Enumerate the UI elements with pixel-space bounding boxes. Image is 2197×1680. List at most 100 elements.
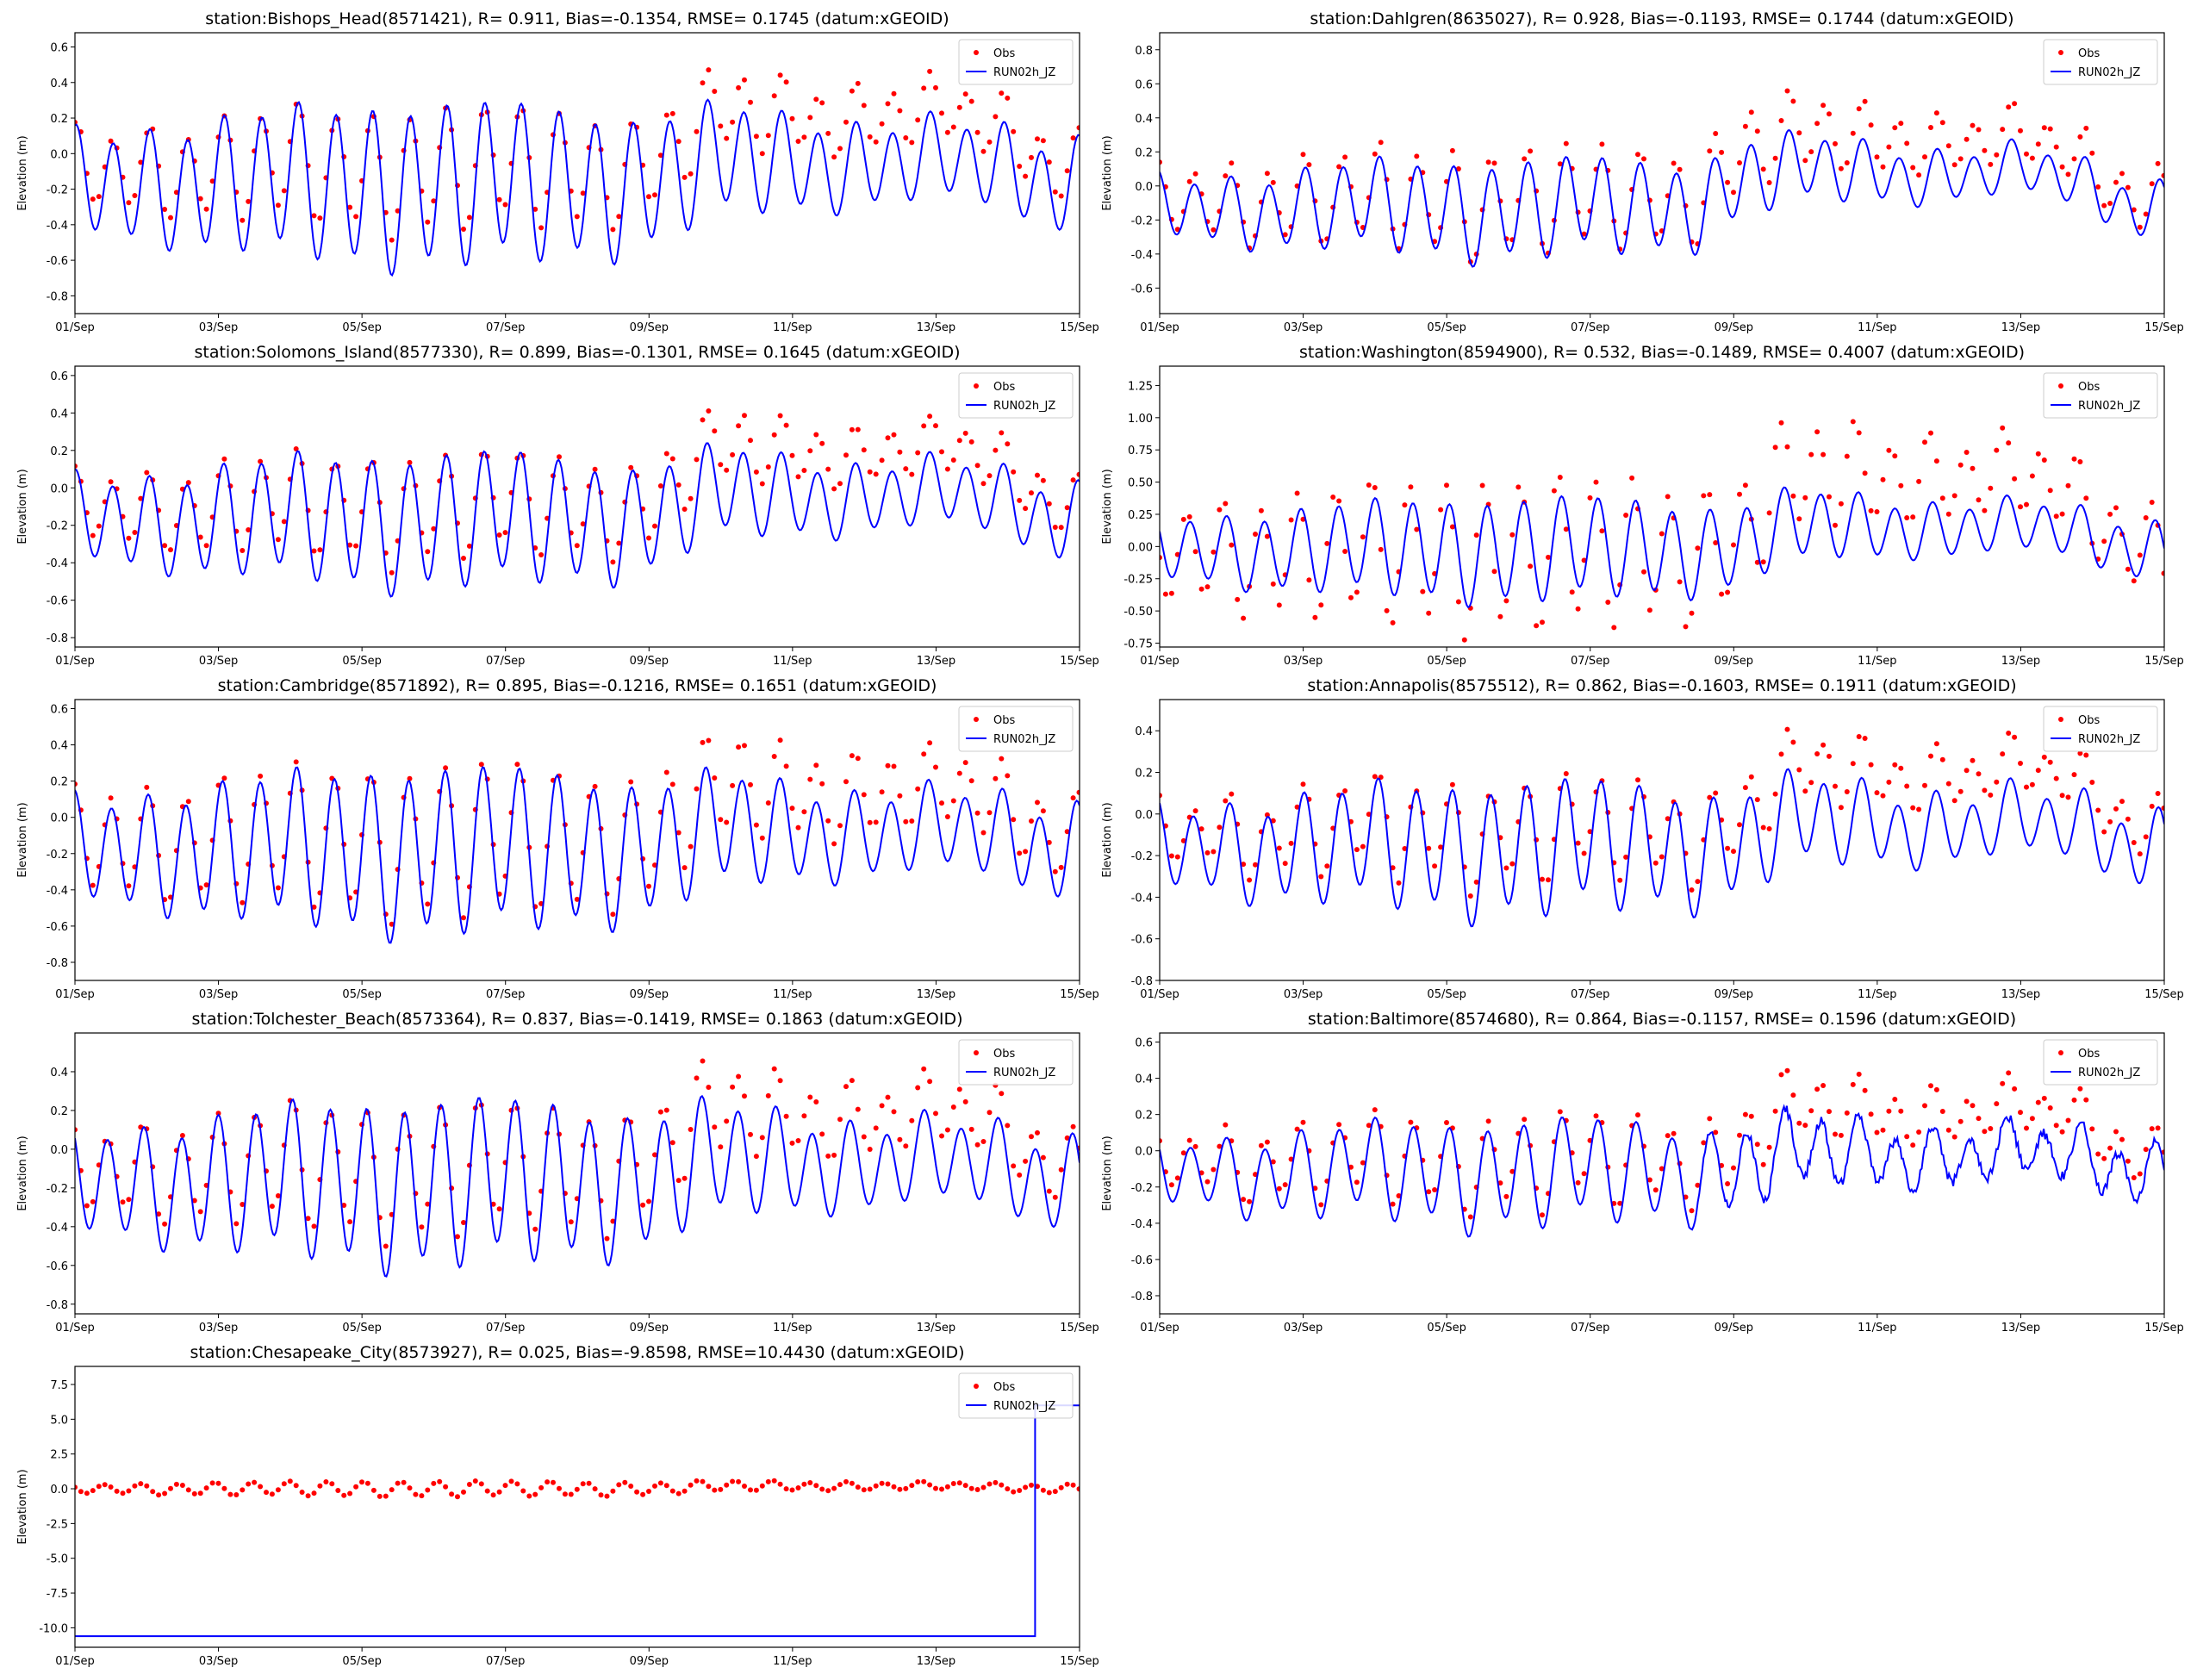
plot-area xyxy=(1160,88,2164,268)
obs-point xyxy=(759,151,765,157)
obs-point xyxy=(765,1478,771,1484)
obs-point xyxy=(1904,515,1910,520)
obs-point xyxy=(1235,596,1241,602)
obs-point xyxy=(795,139,801,144)
obs-point xyxy=(96,194,102,200)
obs-point xyxy=(652,192,657,198)
obs-point xyxy=(748,438,753,444)
legend-model-label: RUN02h_JZ xyxy=(993,400,1055,413)
obs-point xyxy=(1011,469,1017,475)
obs-point xyxy=(2012,1086,2018,1092)
obs-point xyxy=(783,1113,789,1119)
y-tick-label: 0.4 xyxy=(50,740,68,753)
obs-point xyxy=(2131,578,2137,584)
obs-point xyxy=(753,134,759,140)
obs-point xyxy=(1522,156,1528,162)
obs-point xyxy=(1253,862,1258,868)
obs-point xyxy=(1635,152,1640,158)
obs-point xyxy=(1318,602,1324,608)
obs-point xyxy=(748,1487,753,1493)
obs-point xyxy=(1778,420,1784,426)
obs-point xyxy=(1186,1137,1192,1143)
obs-point xyxy=(1064,1135,1070,1141)
obs-point xyxy=(240,899,246,905)
x-tick-label: 13/Sep xyxy=(2001,1322,2040,1335)
y-tick-label: -0.2 xyxy=(1131,1182,1153,1195)
obs-point xyxy=(2024,784,2029,790)
obs-point xyxy=(173,1481,179,1487)
obs-point xyxy=(1005,95,1011,101)
obs-point xyxy=(1342,788,1348,793)
x-tick-label: 03/Sep xyxy=(199,1322,238,1335)
obs-point xyxy=(508,1478,514,1484)
obs-point xyxy=(1180,1150,1186,1156)
obs-point xyxy=(1939,1109,1945,1114)
obs-point xyxy=(377,1493,383,1499)
obs-point xyxy=(574,543,580,549)
obs-point xyxy=(861,1134,867,1140)
subplot-8: station:Baltimore(8574680), R= 0.864, Bi… xyxy=(1101,1010,2184,1335)
obs-point xyxy=(903,135,909,140)
obs-point xyxy=(1192,171,1198,177)
legend-obs-marker xyxy=(974,50,979,55)
obs-point xyxy=(209,1480,215,1486)
obs-point xyxy=(1058,525,1064,531)
obs-point xyxy=(742,413,747,419)
obs-point xyxy=(144,470,150,476)
obs-point xyxy=(831,154,837,160)
x-tick-label: 03/Sep xyxy=(199,321,238,334)
obs-point xyxy=(496,1206,502,1212)
obs-point xyxy=(1623,513,1629,518)
obs-point xyxy=(1223,501,1229,507)
obs-point xyxy=(1449,524,1455,530)
obs-point xyxy=(861,103,867,109)
obs-point xyxy=(657,152,663,159)
obs-point xyxy=(2113,1129,2119,1135)
obs-point xyxy=(1384,607,1390,613)
obs-point xyxy=(1833,1131,1838,1137)
subplot-4: station:Washington(8594900), R= 0.532, B… xyxy=(1101,343,2184,668)
obs-point xyxy=(2161,806,2164,811)
obs-point xyxy=(1390,865,1396,871)
obs-point xyxy=(407,1485,413,1491)
obs-point xyxy=(1988,485,1994,491)
obs-point xyxy=(825,818,831,824)
obs-point xyxy=(1856,106,1862,112)
obs-point xyxy=(1790,98,1796,104)
obs-point xyxy=(203,543,209,549)
obs-point xyxy=(2065,482,2071,488)
obs-point xyxy=(2053,513,2059,520)
obs-point xyxy=(574,1486,580,1492)
obs-point xyxy=(1951,162,1957,168)
obs-point xyxy=(557,1485,562,1491)
obs-point xyxy=(1223,798,1229,804)
obs-point xyxy=(2041,754,2047,760)
obs-point xyxy=(682,1175,688,1181)
legend: Obs RUN02h_JZ xyxy=(958,706,1074,752)
obs-point xyxy=(1300,781,1306,787)
x-tick-label: 09/Sep xyxy=(630,988,669,1001)
x-tick-label: 07/Sep xyxy=(486,1322,525,1335)
obs-point xyxy=(1910,514,1916,520)
obs-point xyxy=(197,534,203,540)
obs-point xyxy=(580,521,586,527)
legend-model-label: RUN02h_JZ xyxy=(993,733,1055,746)
obs-point xyxy=(1910,165,1916,171)
obs-point xyxy=(1659,854,1665,860)
y-tick-label: -0.2 xyxy=(47,1183,68,1196)
obs-point xyxy=(1982,507,1988,513)
obs-point xyxy=(1011,128,1017,134)
obs-point xyxy=(1988,161,1994,167)
subplot-title: station:Chesapeake_City(8573927), R= 0.0… xyxy=(190,1343,964,1362)
obs-point xyxy=(419,1224,425,1230)
obs-point xyxy=(610,1488,616,1494)
obs-point xyxy=(1473,879,1479,885)
obs-point xyxy=(1461,637,1467,643)
obs-point xyxy=(759,1483,765,1489)
legend-obs-label: Obs xyxy=(993,381,1015,394)
obs-point xyxy=(90,532,96,538)
x-tick-label: 03/Sep xyxy=(199,988,238,1001)
obs-point xyxy=(1833,140,1838,146)
obs-point xyxy=(986,139,993,145)
obs-point xyxy=(461,1489,466,1495)
